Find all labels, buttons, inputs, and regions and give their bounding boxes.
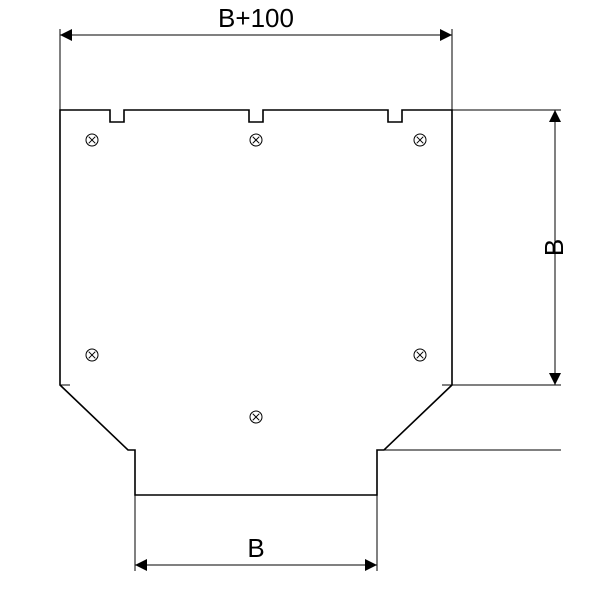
dim-arrow [440,29,452,41]
screw-hole-icon [86,134,98,146]
dim-label-bottom: B [247,533,264,563]
screw-hole-icon [86,349,98,361]
screw-hole-icon [414,134,426,146]
screw-hole-icon [250,411,262,423]
dim-arrow [60,29,72,41]
screw-hole-icon [414,349,426,361]
drawing-canvas: B+100 B B [0,0,600,600]
dim-arrow [549,373,561,385]
dim-arrow [365,559,377,571]
dim-arrow [549,110,561,122]
part-outline [60,110,452,495]
dim-label-right: B [539,239,569,256]
dim-label-top: B+100 [218,3,294,33]
screw-hole-icon [250,134,262,146]
dim-arrow [135,559,147,571]
